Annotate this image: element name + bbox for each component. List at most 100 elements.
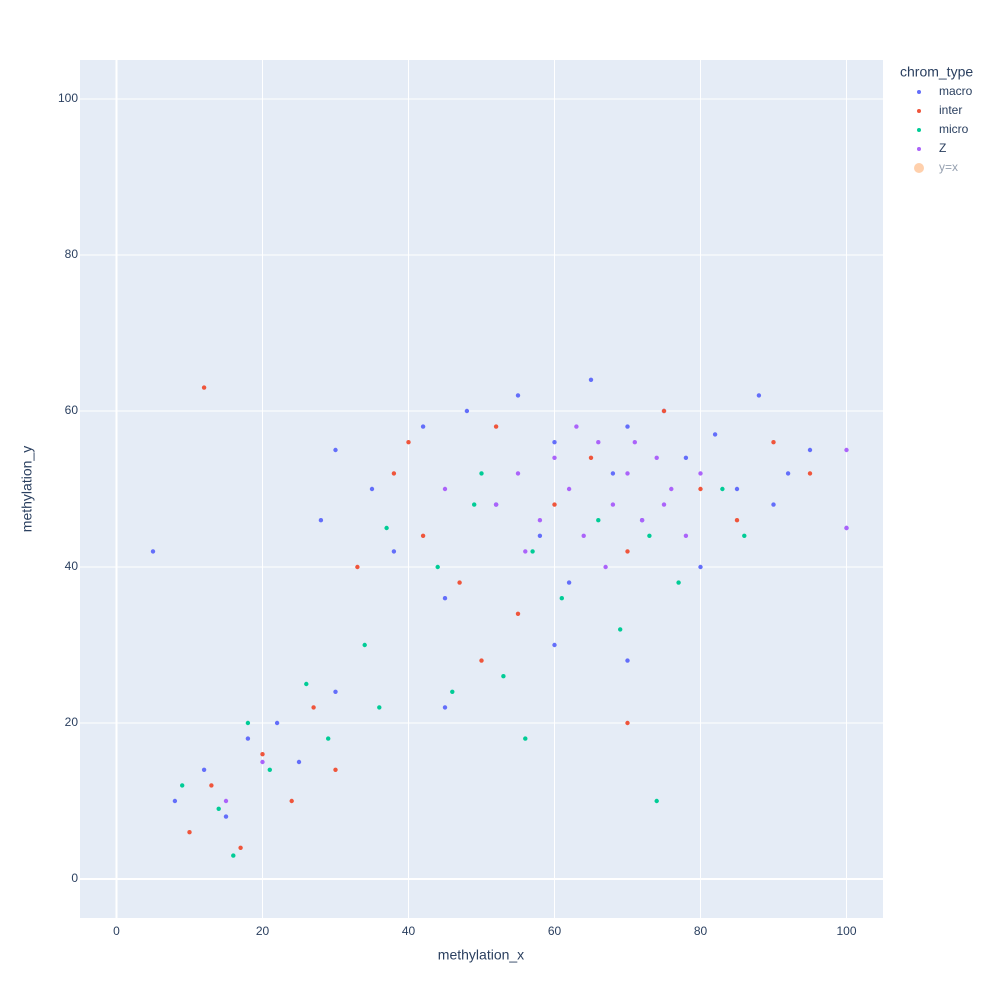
- point: [187, 830, 192, 835]
- point: [720, 486, 725, 492]
- legend-label[interactable]: Z: [939, 141, 946, 155]
- point: [326, 736, 331, 741]
- point: [566, 580, 572, 585]
- point: [596, 440, 601, 445]
- point: [734, 518, 740, 523]
- point: [669, 486, 674, 492]
- point: [537, 533, 543, 538]
- point: [406, 440, 411, 445]
- point: [180, 783, 185, 788]
- legend-marker[interactable]: [917, 147, 921, 151]
- x-tick-label: 40: [402, 924, 416, 938]
- points: [150, 377, 849, 858]
- legend[interactable]: macro inter micro Zy=x: [914, 84, 973, 174]
- point: [472, 502, 477, 507]
- point: [647, 533, 652, 538]
- point: [274, 720, 280, 726]
- point: [442, 486, 448, 492]
- point: [625, 424, 630, 429]
- point: [172, 798, 178, 804]
- point: [625, 471, 630, 476]
- point: [712, 432, 718, 437]
- x-tick-label: 0: [113, 924, 120, 938]
- point: [581, 533, 586, 538]
- point: [435, 564, 440, 570]
- legend-marker[interactable]: [917, 90, 921, 94]
- point: [559, 596, 564, 601]
- point: [523, 736, 528, 741]
- y-tick-label: 60: [65, 403, 79, 417]
- legend-marker[interactable]: [917, 109, 921, 113]
- point: [632, 440, 637, 445]
- x-tick-label: 80: [694, 924, 708, 938]
- point: [369, 486, 375, 492]
- point: [333, 767, 338, 772]
- y-tick-label: 20: [65, 715, 79, 729]
- legend-marker[interactable]: [917, 128, 921, 132]
- point: [479, 658, 484, 663]
- point: [588, 377, 594, 382]
- point: [245, 736, 251, 741]
- point: [785, 471, 791, 476]
- point: [698, 486, 703, 492]
- point: [588, 455, 594, 460]
- point: [610, 471, 616, 476]
- point: [625, 549, 630, 554]
- legend-label[interactable]: micro: [939, 122, 969, 136]
- legend-label[interactable]: y=x: [939, 160, 958, 174]
- point: [574, 424, 579, 429]
- point: [603, 564, 608, 570]
- point: [771, 440, 776, 445]
- point: [537, 518, 543, 523]
- point: [844, 447, 849, 453]
- point: [384, 525, 389, 531]
- point: [333, 689, 338, 694]
- point: [391, 471, 397, 476]
- x-tick-label: 60: [548, 924, 562, 938]
- point: [304, 681, 309, 687]
- legend-label[interactable]: macro: [939, 84, 973, 98]
- point: [654, 455, 659, 460]
- plot-area: [80, 60, 883, 918]
- point: [742, 533, 747, 538]
- point: [698, 564, 703, 570]
- point: [552, 642, 557, 648]
- point: [493, 502, 499, 507]
- point: [493, 424, 499, 429]
- point: [683, 533, 689, 538]
- x-axis-title: methylation_x: [438, 947, 524, 963]
- point: [844, 525, 849, 531]
- point: [457, 580, 462, 585]
- point: [260, 752, 265, 757]
- point: [566, 486, 572, 492]
- point: [523, 549, 528, 554]
- point: [552, 455, 557, 460]
- point: [596, 518, 601, 523]
- legend-marker[interactable]: [914, 163, 924, 173]
- point: [296, 759, 302, 765]
- point: [420, 533, 426, 538]
- y-tick-label: 80: [65, 247, 79, 261]
- point: [661, 408, 667, 414]
- point: [201, 385, 207, 390]
- point: [807, 447, 813, 453]
- point: [698, 471, 703, 476]
- point: [625, 658, 630, 663]
- point: [391, 549, 397, 554]
- point: [267, 767, 272, 772]
- point: [771, 502, 776, 507]
- point: [530, 549, 535, 554]
- point: [683, 455, 689, 460]
- point: [515, 611, 521, 616]
- point: [289, 798, 294, 804]
- point: [515, 393, 521, 398]
- point: [223, 814, 229, 819]
- point: [245, 720, 251, 726]
- point: [420, 424, 426, 429]
- point: [654, 798, 659, 804]
- legend-label[interactable]: inter: [939, 103, 962, 117]
- point: [216, 806, 221, 811]
- point: [238, 845, 243, 850]
- point: [676, 580, 681, 585]
- point: [355, 564, 360, 570]
